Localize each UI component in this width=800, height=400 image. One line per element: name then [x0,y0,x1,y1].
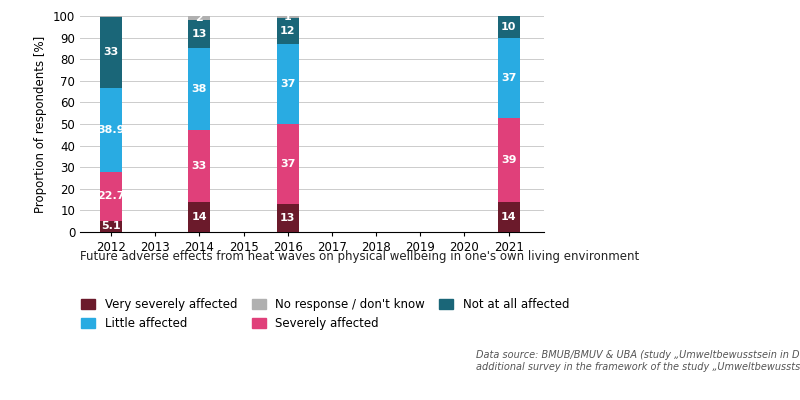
Text: 37: 37 [280,79,295,89]
Bar [498,38,520,118]
Bar [188,20,210,48]
Bar [100,88,122,172]
Bar [498,16,520,38]
Text: 37: 37 [280,159,295,169]
Text: 2: 2 [195,13,203,23]
Text: Future adverse effects from heat waves on physical wellbeing in one's own living: Future adverse effects from heat waves o… [80,250,639,263]
Text: 10: 10 [501,22,516,32]
Bar [100,17,122,88]
Text: 39: 39 [501,155,516,165]
Bar [277,204,298,232]
Bar [188,16,210,20]
Text: 1: 1 [284,12,291,22]
Text: 38.9: 38.9 [97,125,125,135]
Text: 13: 13 [192,29,207,39]
Text: 33: 33 [192,161,207,171]
Bar [100,16,122,17]
Bar [277,44,298,124]
Bar [498,118,520,202]
Bar [277,124,298,204]
Bar [188,202,210,232]
Text: 38: 38 [192,84,207,94]
Y-axis label: Proportion of respondents [%]: Proportion of respondents [%] [34,35,47,213]
Text: 12: 12 [280,26,295,36]
Text: 22.7: 22.7 [97,192,125,202]
Text: 14: 14 [191,212,207,222]
Text: 33: 33 [103,47,118,57]
Legend: Very severely affected, Little affected, No response / don't know, Severely affe: Very severely affected, Little affected,… [82,298,569,330]
Bar [498,202,520,232]
Bar [188,130,210,202]
Bar [277,18,298,44]
Text: 5.1: 5.1 [101,222,121,232]
Text: 37: 37 [501,72,516,82]
Text: 14: 14 [501,212,517,222]
Bar [277,16,298,18]
Bar [100,221,122,232]
Bar [188,48,210,130]
Text: 13: 13 [280,213,295,223]
Bar [100,172,122,221]
Text: Data source: BMUB/BMUV & UBA (study „Umweltbewusstsein in Deutschland“, for 2021: Data source: BMUB/BMUV & UBA (study „Umw… [476,350,800,372]
